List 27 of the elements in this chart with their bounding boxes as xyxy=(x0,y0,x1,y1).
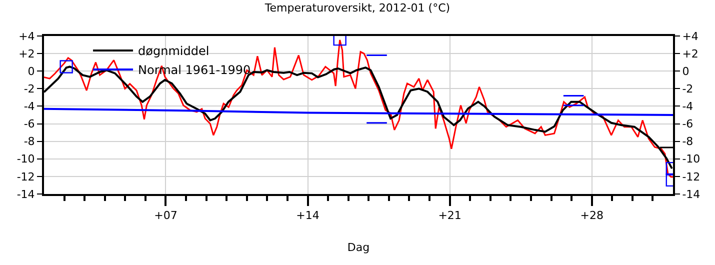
x-axis-title: Dag xyxy=(347,240,370,254)
y-tick-label: -14 xyxy=(16,188,35,201)
y2-tick-label: -2 xyxy=(682,82,694,96)
y-tick-label: -2 xyxy=(24,82,35,96)
y2-tick-label: 0 xyxy=(682,64,690,78)
y2-tick-label: +2 xyxy=(682,47,698,60)
x-tick-label: +07 xyxy=(154,209,178,222)
y-tick-label: -8 xyxy=(24,135,35,148)
x-tick-label: +28 xyxy=(580,209,604,222)
y-tick-label: +2 xyxy=(18,47,35,60)
y-tick-label: -10 xyxy=(16,152,35,166)
y2-tick-label: -4 xyxy=(682,100,694,114)
y-tick-label: -4 xyxy=(24,100,35,114)
y-tick-label: -6 xyxy=(24,118,35,131)
y-tick-label: 0 xyxy=(28,64,35,78)
chart-title: Temperaturoversikt, 2012-01 (°C) xyxy=(264,2,450,15)
y2-tick-label: -14 xyxy=(682,188,700,201)
x-tick-label: +21 xyxy=(438,209,462,222)
legend-label: døgnmiddel xyxy=(138,44,210,58)
y2-tick-label: -8 xyxy=(682,135,694,148)
y-tick-label: +4 xyxy=(18,30,35,43)
y2-tick-label: -6 xyxy=(682,118,694,131)
x-tick-label: +14 xyxy=(296,209,320,222)
y-tick-label: -12 xyxy=(16,170,35,184)
y2-tick-label: +4 xyxy=(682,30,698,43)
y2-tick-label: -10 xyxy=(682,152,700,166)
y2-tick-label: -12 xyxy=(682,170,700,184)
